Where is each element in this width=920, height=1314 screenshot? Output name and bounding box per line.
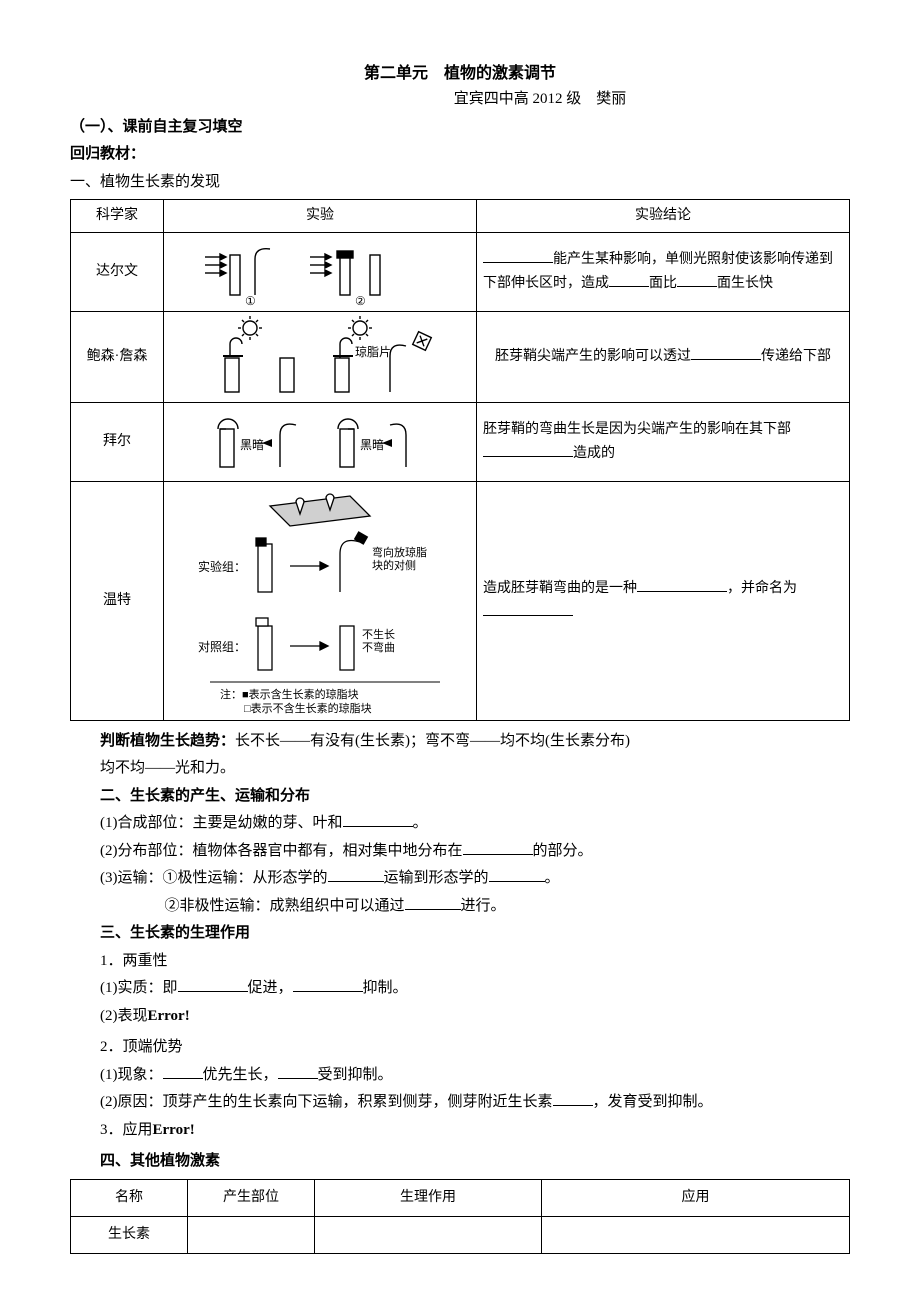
blank <box>293 976 363 992</box>
blank <box>463 839 533 855</box>
table-row: 生长素 <box>71 1216 850 1253</box>
section-1-head: （一）、课前自主复习填空 <box>70 115 850 141</box>
went-conclusion: 造成胚芽鞘弯曲的是一种，并命名为 <box>477 481 850 720</box>
th-experiment: 实验 <box>164 200 477 233</box>
p3-4: (2)原因：顶芽产生的生长素向下运输，积累到侧芽，侧芽附近生长素，发育受到抑制。 <box>70 1090 850 1116</box>
blank <box>343 811 413 827</box>
part3-head: 三、生长素的生理作用 <box>70 921 850 947</box>
return-textbook: 回归教材： <box>70 142 850 168</box>
label-note: 注：■表示含生长素的琼脂块□表示不含生长素的琼脂块 <box>220 687 372 715</box>
label-nogrow: 不生长不弯曲 <box>362 627 395 654</box>
th-scientist: 科学家 <box>71 200 164 233</box>
scientist-paal: 拜尔 <box>71 402 164 481</box>
p2-3b: ②非极性运输：成熟组织中可以通过进行。 <box>70 894 850 920</box>
error-text: Error! <box>153 1122 195 1138</box>
blank <box>489 866 545 882</box>
p2-2: (2)分布部位：植物体各器官中都有，相对集中地分布在的部分。 <box>70 839 850 865</box>
p3-1: 1．两重性 <box>70 949 850 975</box>
th-conclusion: 实验结论 <box>477 200 850 233</box>
blank <box>483 601 573 616</box>
blank <box>691 345 761 360</box>
hormone-table: 名称 产生部位 生理作用 应用 生长素 <box>70 1179 850 1254</box>
p3-1a: (1)实质：即促进，抑制。 <box>70 976 850 1002</box>
experiment-table: 科学家 实验 实验结论 达尔文 <box>70 199 850 721</box>
table-header-row: 科学家 实验 实验结论 <box>71 200 850 233</box>
blank <box>553 1090 593 1106</box>
blank <box>609 272 649 287</box>
blank <box>637 577 727 592</box>
boysen-conclusion: 胚芽鞘尖端产生的影响可以透过传递给下部 <box>477 311 850 402</box>
error-text: Error! <box>148 1008 190 1024</box>
table-header-row: 名称 产生部位 生理作用 应用 <box>71 1179 850 1216</box>
p2-3: (3)运输：①极性运输：从形态学的运输到形态学的。 <box>70 866 850 892</box>
scientist-boysen: 鲍森·詹森 <box>71 311 164 402</box>
cell-empty <box>315 1216 542 1253</box>
paal-diagram: 黑暗 黑暗 <box>164 402 477 481</box>
blank <box>483 442 573 457</box>
th-site: 产生部位 <box>188 1179 315 1216</box>
blank <box>483 248 553 263</box>
doc-title: 第二单元 植物的激素调节 <box>70 60 850 87</box>
table-row: 鲍森·詹森 <box>71 311 850 402</box>
scientist-went: 温特 <box>71 481 164 720</box>
p3-3a: (1)现象：优先生长，受到抑制。 <box>70 1063 850 1089</box>
label-ctrl-group: 对照组： <box>198 640 246 654</box>
blank <box>405 894 461 910</box>
th-use: 应用 <box>542 1179 850 1216</box>
scientist-darwin: 达尔文 <box>71 232 164 311</box>
th-func: 生理作用 <box>315 1179 542 1216</box>
part4-head: 四、其他植物激素 <box>70 1149 850 1175</box>
table-row: 温特 <box>71 481 850 720</box>
cell-auxin: 生长素 <box>71 1216 188 1253</box>
boysen-diagram: 琼脂片 <box>164 311 477 402</box>
label-bend: 弯向放琼脂块的对侧 <box>372 545 427 572</box>
blank <box>163 1063 203 1079</box>
blank <box>178 976 248 992</box>
label-circ1: ① <box>245 294 256 307</box>
paal-conclusion: 胚芽鞘的弯曲生长是因为尖端产生的影响在其下部造成的 <box>477 402 850 481</box>
darwin-diagram: ① ② <box>164 232 477 311</box>
blank <box>328 866 384 882</box>
label-exp-group: 实验组： <box>198 559 246 574</box>
cell-empty <box>542 1216 850 1253</box>
table-row: 达尔文 ① ② <box>71 232 850 311</box>
p3-2: (2)表现Error! <box>70 1004 850 1030</box>
judge-line-1: 判断植物生长趋势：长不长——有没有(生长素)；弯不弯——均不均(生长素分布) <box>70 729 850 755</box>
label-circ2: ② <box>355 294 366 307</box>
part1-head: 一、植物生长素的发现 <box>70 170 850 196</box>
blank <box>278 1063 318 1079</box>
doc-subtitle: 宜宾四中高 2012 级 樊丽 <box>70 87 850 113</box>
cell-empty <box>188 1216 315 1253</box>
judge-line-2: 均不均——光和力。 <box>70 756 850 782</box>
p3-3: 2．顶端优势 <box>70 1035 850 1061</box>
blank <box>677 272 717 287</box>
part2-head: 二、生长素的产生、运输和分布 <box>70 784 850 810</box>
table-row: 拜尔 黑暗 黑暗 <box>71 402 850 481</box>
label-dark: 黑暗 <box>240 437 264 452</box>
darwin-conclusion: 能产生某种影响，单侧光照射使该影响传递到下部伸长区时，造成面比面生长快 <box>477 232 850 311</box>
label-dark: 黑暗 <box>360 437 384 452</box>
p3-5: 3．应用Error! <box>70 1118 850 1144</box>
th-name: 名称 <box>71 1179 188 1216</box>
label-agar: 琼脂片 <box>355 344 391 359</box>
went-diagram: 实验组： 对照组： 弯向放琼脂块的对侧 不生长不弯曲 注：■表示含生长素的琼脂块… <box>164 481 477 720</box>
p2-1: (1)合成部位：主要是幼嫩的芽、叶和。 <box>70 811 850 837</box>
